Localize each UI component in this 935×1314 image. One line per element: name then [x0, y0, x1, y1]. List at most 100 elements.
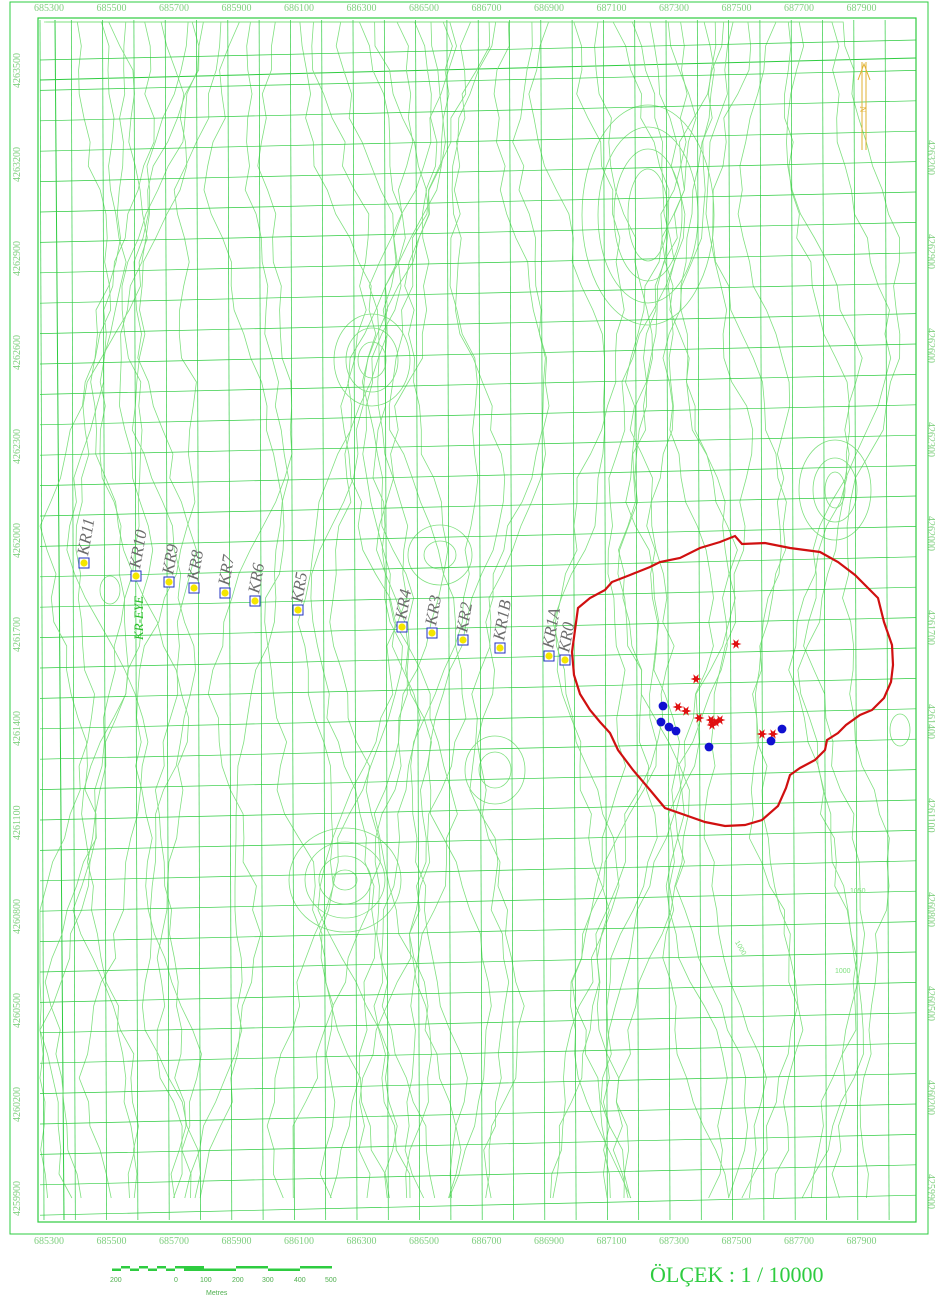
top-tick-label: 685700: [159, 3, 189, 14]
contour-lines: [39, 21, 911, 1199]
top-tick-label: 687900: [847, 3, 877, 14]
right-tick-label: 4260500: [925, 986, 935, 1021]
left-tick-label: 4262000: [12, 523, 23, 558]
scale-tick: 300: [262, 1277, 274, 1284]
sample-star-icon: [767, 729, 779, 739]
left-coordinate-ticks: 4263500 4263200 4262900 4262600 4262300 42620…: [12, 53, 23, 1216]
top-tick-label: 685900: [222, 3, 252, 14]
sample-star-icon: [714, 715, 726, 725]
right-tick-label: 4262300: [925, 422, 935, 457]
top-tick-label: 686700: [472, 3, 502, 14]
top-tick-label: 687500: [722, 3, 752, 14]
station-label: KR3: [421, 594, 445, 628]
right-coordinate-ticks: 4263200 4262900 4262600 4262300 4262000 42617…: [925, 140, 935, 1209]
left-tick-label: 4262300: [12, 429, 23, 464]
left-tick-label: 4259900: [12, 1181, 23, 1216]
sample-star-icon: [756, 729, 768, 739]
bottom-tick-label: 687100: [597, 1236, 627, 1247]
station-label-kr-eye: KR-EYE: [131, 596, 146, 641]
sample-circle-icon: [671, 726, 681, 736]
top-tick-label: 687100: [597, 3, 627, 14]
bottom-tick-label: 686100: [284, 1236, 314, 1247]
right-tick-label: 4261700: [925, 610, 935, 645]
right-tick-label: 4259900: [925, 1174, 935, 1209]
bottom-tick-label: 687900: [847, 1236, 877, 1247]
right-tick-label: 4262900: [925, 234, 935, 269]
station-label: KR9: [158, 542, 182, 577]
bottom-tick-label: 686300: [347, 1236, 377, 1247]
top-tick-label: 686500: [409, 3, 439, 14]
station-label: KR7: [214, 552, 238, 588]
sample-circle-icon: [656, 717, 666, 727]
scale-tick: 0: [174, 1277, 178, 1284]
sample-star-icon: [710, 717, 722, 727]
station-label: KR6: [244, 561, 268, 596]
scale-tick: 100: [200, 1277, 212, 1284]
bottom-tick-label: 686500: [409, 1236, 439, 1247]
left-tick-label: 4260800: [12, 899, 23, 934]
sample-star-icon: [680, 706, 692, 716]
station-label: KR10: [125, 528, 151, 571]
bottom-tick-label: 685700: [159, 1236, 189, 1247]
bottom-tick-label: 687700: [784, 1236, 814, 1247]
left-tick-label: 4260200: [12, 1087, 23, 1122]
sample-circle-icon: [658, 701, 668, 711]
station-kr9: KR9: [158, 542, 182, 588]
bottom-tick-label: 685300: [34, 1236, 64, 1247]
right-tick-label: 4263200: [925, 140, 935, 175]
right-tick-label: 4260200: [925, 1080, 935, 1115]
left-tick-label: 4260500: [12, 993, 23, 1028]
map-frame: [9, 1, 929, 1235]
north-label: N: [858, 106, 868, 113]
right-tick-label: 4261400: [925, 704, 935, 739]
contour-label: 1050: [850, 888, 866, 895]
top-tick-label: 686100: [284, 3, 314, 14]
bottom-tick-label: 686700: [472, 1236, 502, 1247]
station-label: KR2: [452, 600, 476, 635]
sample-star-icon: [706, 720, 718, 730]
top-tick-label: 686900: [534, 3, 564, 14]
left-tick-label: 4261100: [12, 805, 23, 840]
bottom-tick-label: 685500: [97, 1236, 127, 1247]
scale-tick: 200: [232, 1277, 244, 1284]
top-tick-label: 686300: [347, 3, 377, 14]
left-tick-label: 4262600: [12, 335, 23, 370]
map-neatline: [37, 17, 917, 1223]
left-tick-label: 4263500: [12, 53, 23, 88]
station-label: KR4: [391, 587, 415, 622]
bottom-tick-label: 686900: [534, 1236, 564, 1247]
top-tick-label: 685500: [97, 3, 127, 14]
station-label: KR5: [287, 571, 311, 605]
contour-label: 1000: [733, 940, 747, 957]
scale-tick: 500: [325, 1277, 337, 1284]
station-kr5: KR5: [287, 571, 311, 616]
station-kr10: KR10: [125, 528, 151, 582]
top-tick-label: 687300: [659, 3, 689, 14]
coordinate-grid: [39, 19, 917, 1221]
north-arrow-icon: N: [857, 62, 871, 150]
sample-star-icon: [672, 702, 684, 712]
sample-star-icon: [730, 639, 742, 649]
sample-star-icon: [690, 674, 702, 684]
scale-unit: Metres: [206, 1290, 228, 1297]
scale-tick: 400: [294, 1277, 306, 1284]
station-label: KR1B: [489, 598, 515, 643]
sample-circle-icon: [777, 724, 787, 734]
sample-markers: [656, 639, 787, 752]
contour-label: 1000: [835, 968, 851, 975]
station-label: KR8: [183, 548, 207, 583]
bottom-tick-label: 687300: [659, 1236, 689, 1247]
bottom-tick-label: 685900: [222, 1236, 252, 1247]
station-kr0: KR0: [554, 620, 578, 666]
sample-circle-icon: [704, 742, 714, 752]
station-kr7: KR7: [214, 552, 238, 599]
top-tick-label: 687700: [784, 3, 814, 14]
left-tick-label: 4261700: [12, 617, 23, 652]
left-tick-label: 4261400: [12, 711, 23, 746]
station-label: KR0: [554, 620, 578, 655]
station-kr3: KR3: [421, 594, 445, 639]
sample-star-icon: [705, 715, 717, 725]
right-tick-label: 4261100: [925, 798, 935, 833]
bottom-coordinate-ticks: 685300 685500 685700 685900 686100 686300 6865…: [34, 1236, 877, 1247]
